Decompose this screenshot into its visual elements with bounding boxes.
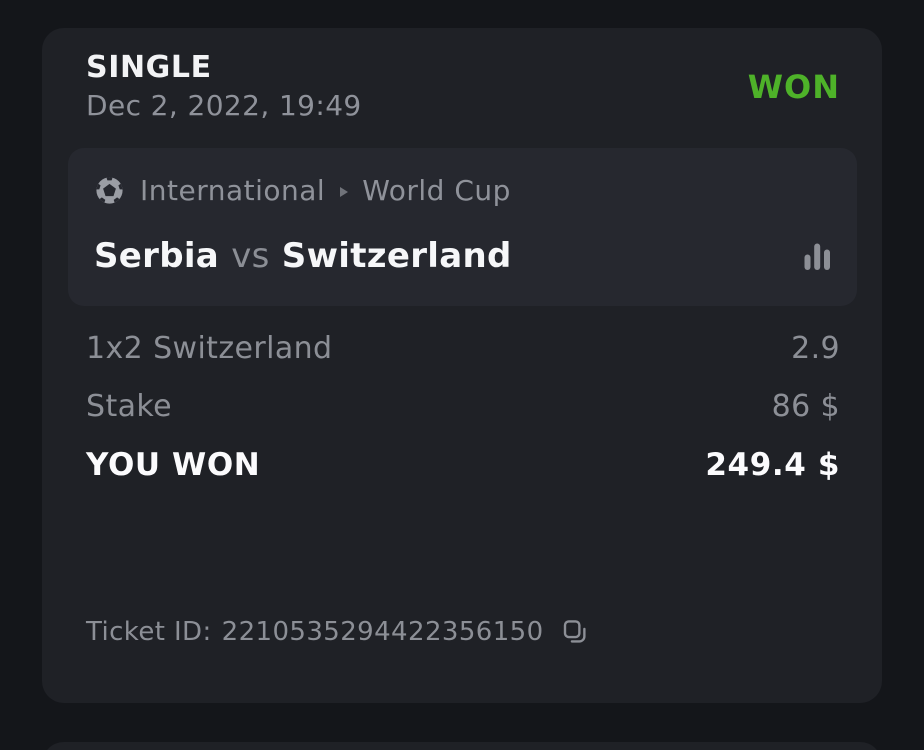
ticket-id-row: Ticket ID: 2210535294422356150 (86, 617, 840, 647)
match-stats-icon[interactable] (804, 243, 831, 270)
copy-ticket-id-icon[interactable] (560, 617, 590, 647)
ticket-id-label: Ticket ID: (86, 617, 212, 648)
bet-ticket-card: SINGLE Dec 2, 2022, 19:49 WON (42, 28, 882, 703)
bet-type-label: SINGLE (86, 50, 212, 85)
match-title: Serbia vs Switzerland (94, 236, 512, 276)
vs-label: vs (231, 236, 270, 276)
match-card[interactable]: International World Cup Serbia vs Switze… (68, 148, 857, 306)
stake-value: 86 $ (771, 389, 840, 424)
soccer-ball-icon (94, 175, 125, 206)
breadcrumb-tournament: World Cup (362, 174, 511, 207)
match-row: Serbia vs Switzerland (94, 236, 833, 276)
ticket-header-left: SINGLE Dec 2, 2022, 19:49 (86, 50, 362, 123)
bet-selection-label: 1x2 Switzerland (86, 331, 333, 366)
bet-odds-value: 2.9 (791, 331, 840, 366)
away-team: Switzerland (281, 236, 512, 276)
ticket-header: SINGLE Dec 2, 2022, 19:49 WON (86, 50, 840, 123)
status-badge: WON (747, 67, 840, 106)
next-ticket-card-peek[interactable] (42, 742, 882, 750)
breadcrumb-category: International (140, 174, 326, 207)
stake-label: Stake (86, 389, 172, 424)
stake-row: Stake 86 $ (86, 389, 840, 425)
home-team: Serbia (94, 236, 220, 276)
breadcrumb-separator-icon (338, 185, 349, 199)
winnings-row: YOU WON 249.4 $ (86, 447, 840, 484)
ticket-id-value: 2210535294422356150 (221, 617, 544, 648)
winnings-value: 249.4 $ (705, 447, 840, 483)
bet-selection-row: 1x2 Switzerland 2.9 (86, 331, 840, 367)
bet-details: 1x2 Switzerland 2.9 Stake 86 $ YOU WON 2… (86, 331, 840, 484)
winnings-label: YOU WON (86, 447, 261, 483)
breadcrumb: International World Cup (94, 174, 833, 207)
bet-datetime: Dec 2, 2022, 19:49 (86, 89, 362, 122)
